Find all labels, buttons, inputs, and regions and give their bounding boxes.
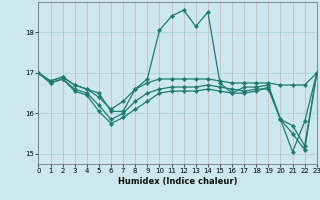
X-axis label: Humidex (Indice chaleur): Humidex (Indice chaleur) [118,177,237,186]
